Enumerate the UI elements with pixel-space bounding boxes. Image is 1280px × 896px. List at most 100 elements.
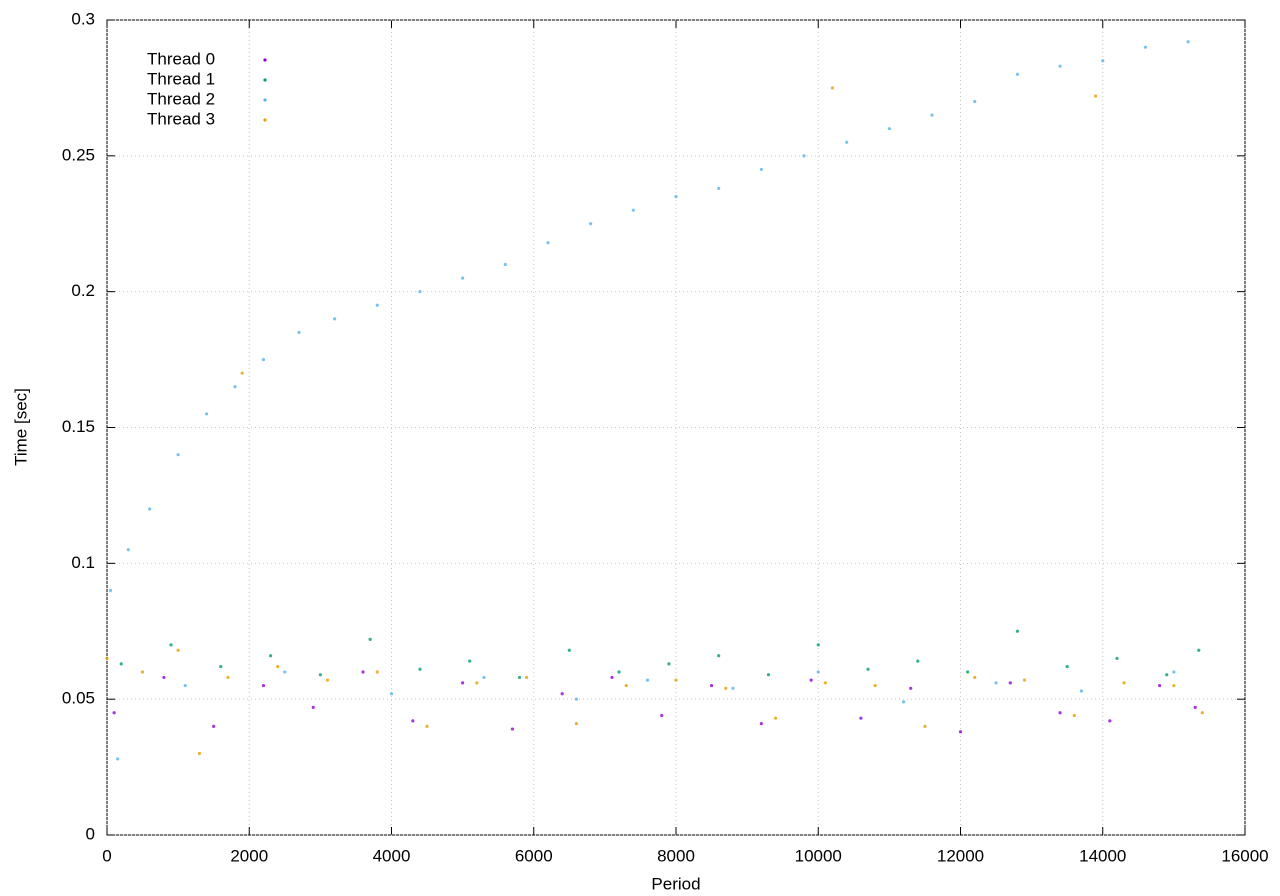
legend-label: Thread 2: [147, 89, 215, 108]
point: [631, 208, 635, 212]
point: [475, 681, 479, 685]
point: [1065, 664, 1069, 669]
point: [318, 673, 322, 677]
y-axis-label: Time [sec]: [11, 388, 30, 466]
legend-label: Thread 1: [147, 69, 215, 88]
y-tick-label: 0.2: [71, 281, 95, 300]
point: [902, 700, 906, 704]
point: [517, 675, 522, 680]
y-tick-label: 0.1: [71, 553, 95, 572]
x-tick-label: 12000: [937, 846, 984, 865]
point: [375, 670, 379, 674]
point: [823, 681, 827, 685]
point: [1186, 40, 1190, 44]
point: [830, 86, 835, 90]
point: [116, 757, 120, 761]
point: [461, 681, 465, 685]
legend-marker: [263, 78, 267, 82]
point: [261, 357, 266, 362]
x-axis-label: Period: [651, 874, 700, 893]
point: [1101, 59, 1105, 63]
y-tick-label: 0.25: [62, 145, 95, 164]
point: [759, 722, 763, 726]
point: [923, 724, 927, 728]
point: [461, 276, 465, 280]
point: [674, 194, 678, 199]
point: [567, 648, 571, 652]
point: [418, 290, 422, 294]
point: [126, 548, 130, 552]
x-tick-label: 8000: [657, 846, 695, 865]
point: [1022, 678, 1027, 682]
point: [617, 670, 621, 674]
point: [574, 697, 579, 701]
point: [108, 588, 113, 593]
point: [866, 667, 870, 671]
point: [1158, 683, 1162, 688]
legend-marker: [263, 58, 267, 62]
point: [119, 662, 123, 666]
point: [773, 716, 778, 720]
y-tick-label: 0.3: [71, 9, 95, 28]
point: [1108, 719, 1112, 723]
point: [503, 262, 507, 267]
point: [916, 659, 920, 663]
point: [816, 670, 820, 674]
point: [845, 140, 849, 144]
point: [802, 154, 806, 158]
x-tick-label: 4000: [373, 846, 411, 865]
point: [958, 730, 963, 734]
point: [240, 371, 244, 375]
point: [816, 643, 820, 647]
point: [546, 241, 550, 245]
point: [1115, 656, 1119, 661]
point: [674, 678, 678, 682]
x-tick-label: 2000: [230, 846, 268, 865]
point: [1058, 64, 1062, 68]
point: [1172, 683, 1176, 688]
point: [973, 99, 977, 104]
legend-marker: [263, 118, 267, 122]
point: [766, 673, 771, 677]
point: [717, 654, 721, 658]
point: [859, 716, 863, 720]
point: [176, 648, 180, 652]
point: [197, 751, 202, 756]
point: [624, 683, 628, 688]
point: [709, 683, 714, 688]
point: [1015, 72, 1020, 76]
point: [418, 667, 422, 671]
point: [1197, 648, 1201, 652]
point: [311, 705, 315, 709]
point: [148, 507, 152, 511]
point: [276, 664, 280, 669]
point: [1058, 711, 1062, 715]
point: [411, 719, 415, 723]
point: [1143, 45, 1148, 49]
point: [226, 675, 230, 680]
point: [425, 724, 429, 728]
point: [169, 643, 173, 647]
point: [482, 675, 486, 680]
point: [645, 678, 650, 682]
point: [183, 683, 187, 688]
point: [468, 659, 472, 663]
point: [375, 303, 379, 307]
point: [233, 385, 237, 389]
point: [887, 127, 891, 131]
point: [1072, 713, 1076, 718]
point: [966, 670, 970, 674]
point: [325, 678, 330, 682]
x-tick-label: 6000: [515, 846, 553, 865]
point: [809, 678, 813, 682]
point: [1079, 689, 1084, 693]
x-tick-label: 0: [102, 846, 111, 865]
point: [610, 675, 614, 680]
point: [667, 662, 671, 666]
x-tick-label: 10000: [795, 846, 842, 865]
point: [717, 186, 721, 191]
point: [261, 683, 266, 688]
x-tick-label: 14000: [1079, 846, 1126, 865]
point: [759, 167, 763, 172]
